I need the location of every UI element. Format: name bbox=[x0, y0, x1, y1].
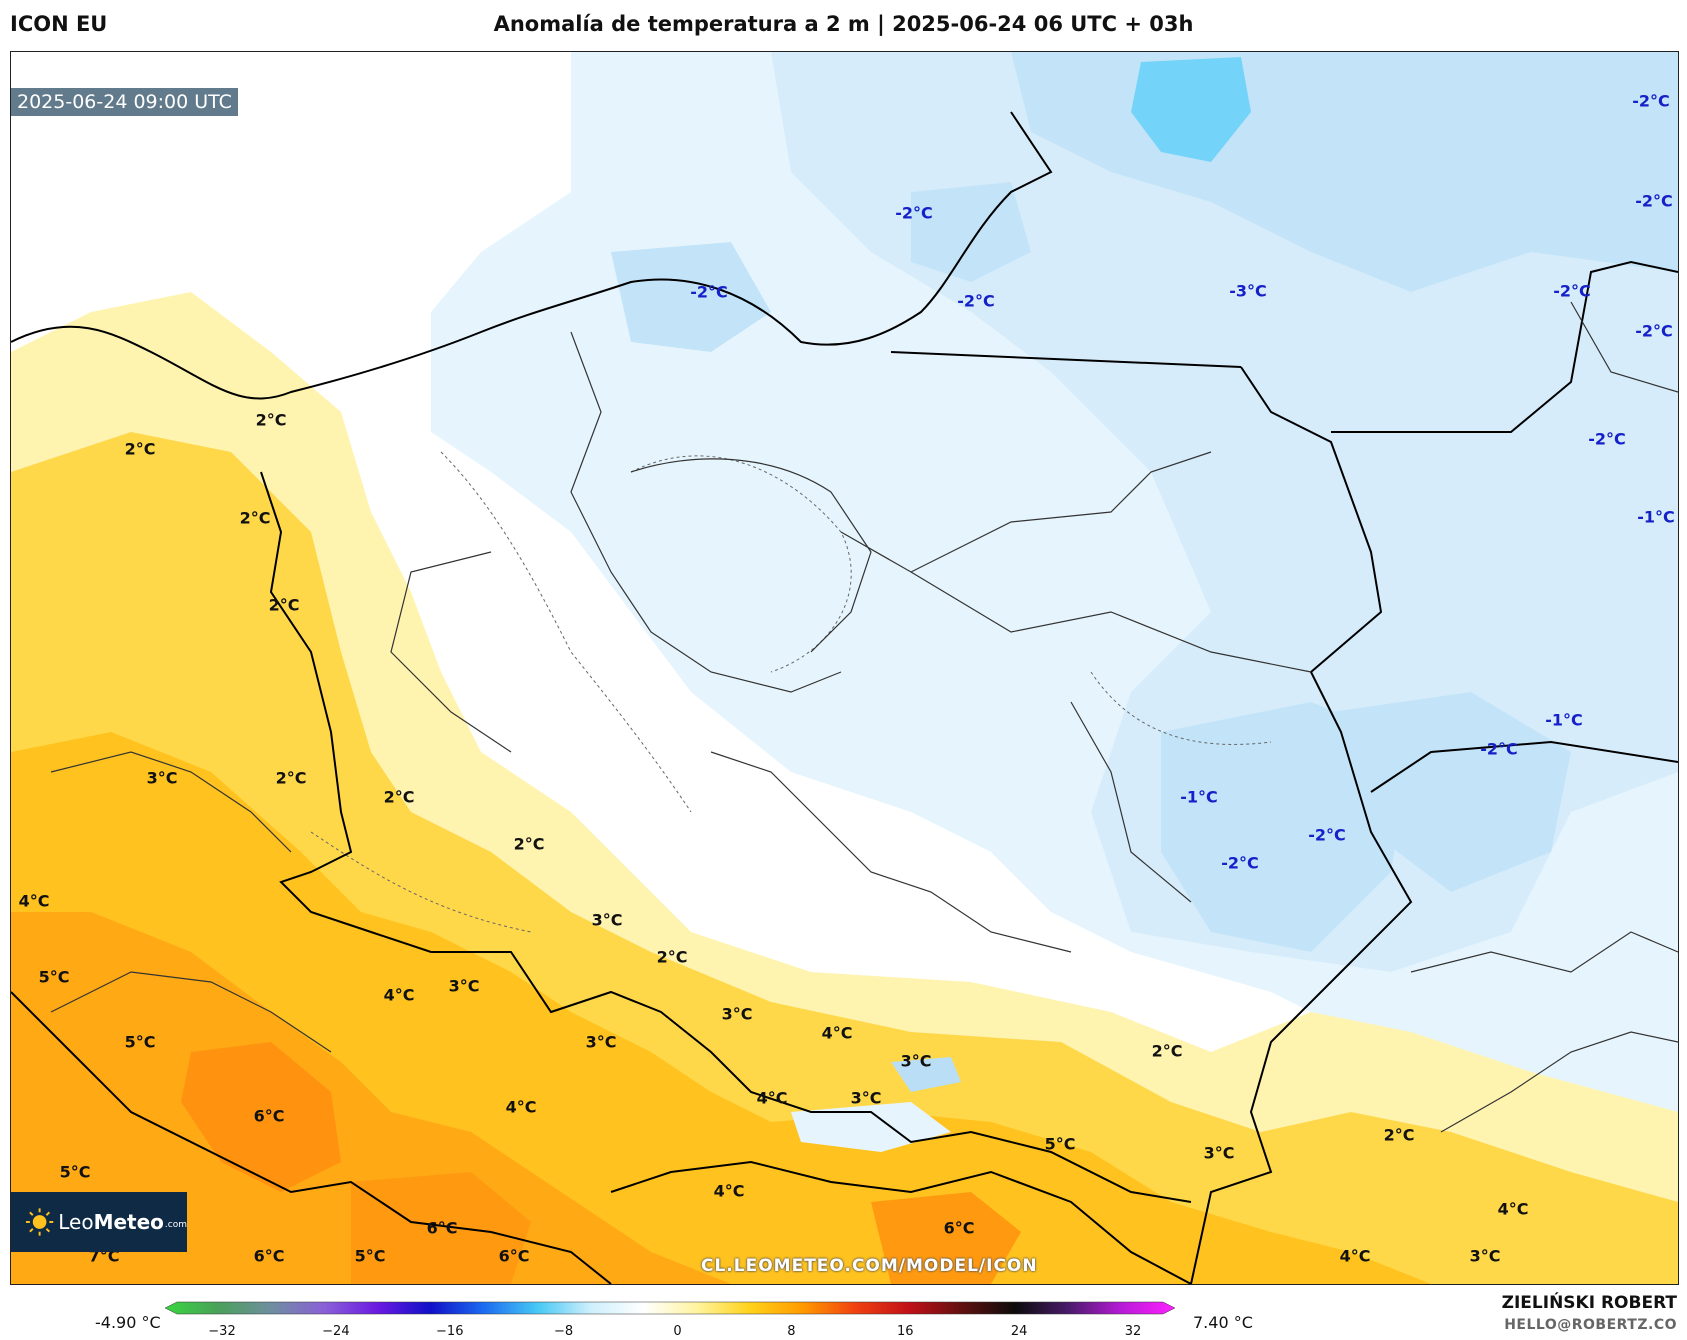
anomaly-label: -2°C bbox=[895, 203, 933, 223]
anomaly-label: 4°C bbox=[713, 1181, 745, 1201]
anomaly-label: 6°C bbox=[498, 1246, 530, 1266]
anomaly-label: 5°C bbox=[1044, 1134, 1076, 1154]
anomaly-label: -2°C bbox=[957, 291, 995, 311]
anomaly-label: 3°C bbox=[448, 976, 480, 996]
anomaly-label: 2°C bbox=[383, 787, 415, 807]
logo-wordmark: LeoMeteo bbox=[58, 1210, 164, 1234]
anomaly-label: 4°C bbox=[821, 1023, 853, 1043]
anomaly-label: -1°C bbox=[1180, 787, 1218, 807]
anomaly-label: 2°C bbox=[656, 947, 688, 967]
anomaly-label: 2°C bbox=[124, 439, 156, 459]
colorbar bbox=[165, 1301, 1175, 1315]
anomaly-label: 5°C bbox=[38, 967, 70, 987]
author-email: HELLO@ROBERTZ.CO bbox=[1504, 1317, 1677, 1333]
colorbar-tick: 32 bbox=[1124, 1324, 1142, 1339]
anomaly-label: 4°C bbox=[1339, 1246, 1371, 1266]
anomaly-label: 3°C bbox=[1203, 1143, 1235, 1163]
anomaly-label: 3°C bbox=[585, 1032, 617, 1052]
anomaly-label: -3°C bbox=[1229, 281, 1267, 301]
colorbar-tick: 16 bbox=[896, 1324, 914, 1339]
author-name: ZIELIŃSKI ROBERT bbox=[1501, 1293, 1677, 1313]
anomaly-label: 4°C bbox=[756, 1088, 788, 1108]
anomaly-label: -2°C bbox=[1632, 91, 1670, 111]
anomaly-label: -1°C bbox=[1545, 710, 1583, 730]
anomaly-label: 4°C bbox=[18, 891, 50, 911]
anomaly-field bbox=[11, 52, 1678, 1284]
source-watermark: CL.LEOMETEO.COM/MODEL/ICON bbox=[701, 1256, 1038, 1276]
logo-domain: .com bbox=[164, 1220, 187, 1230]
anomaly-label: 6°C bbox=[253, 1106, 285, 1126]
colorbar-tick: −24 bbox=[322, 1324, 350, 1339]
anomaly-label: 5°C bbox=[124, 1032, 156, 1052]
anomaly-label: 5°C bbox=[59, 1162, 91, 1182]
anomaly-label: -2°C bbox=[1553, 281, 1591, 301]
anomaly-label: 2°C bbox=[513, 834, 545, 854]
anomaly-label: -2°C bbox=[1635, 321, 1673, 341]
anomaly-label: 5°C bbox=[354, 1246, 386, 1266]
anomaly-label: 3°C bbox=[1469, 1246, 1501, 1266]
colorbar-tick: 24 bbox=[1010, 1324, 1028, 1339]
map-panel: 2025-06-24 09:00 UTC -2°C -2°C -2°C -3°C -2°… bbox=[10, 51, 1679, 1285]
colorbar-tick: 8 bbox=[787, 1324, 796, 1339]
anomaly-label: -2°C bbox=[1308, 825, 1346, 845]
colorbar-tick: −8 bbox=[554, 1324, 574, 1339]
anomaly-label: -2°C bbox=[1588, 429, 1626, 449]
anomaly-label: 3°C bbox=[146, 768, 178, 788]
anomaly-label: 2°C bbox=[275, 768, 307, 788]
anomaly-label: -2°C bbox=[1221, 853, 1259, 873]
anomaly-label: 6°C bbox=[426, 1218, 458, 1238]
sun-icon bbox=[25, 1208, 54, 1236]
anomaly-label: -2°C bbox=[1635, 191, 1673, 211]
anomaly-label: 3°C bbox=[591, 910, 623, 930]
anomaly-label: 2°C bbox=[255, 410, 287, 430]
leometeo-logo: LeoMeteo .com bbox=[11, 1192, 187, 1252]
model-name: ICON EU bbox=[10, 12, 108, 36]
anomaly-label: 2°C bbox=[1151, 1041, 1183, 1061]
anomaly-label: 2°C bbox=[1383, 1125, 1415, 1145]
anomaly-label: 6°C bbox=[253, 1246, 285, 1266]
valid-time-badge: 2025-06-24 09:00 UTC bbox=[11, 88, 238, 116]
anomaly-label: 3°C bbox=[900, 1051, 932, 1071]
anomaly-label: -2°C bbox=[690, 282, 728, 302]
anomaly-label: 2°C bbox=[268, 595, 300, 615]
colorbar-max-label: 7.40 °C bbox=[1193, 1313, 1253, 1332]
anomaly-label: 3°C bbox=[850, 1088, 882, 1108]
colorbar-tick: 0 bbox=[673, 1324, 682, 1339]
anomaly-label: 4°C bbox=[1497, 1199, 1529, 1219]
anomaly-label: 6°C bbox=[943, 1218, 975, 1238]
map-title: Anomalía de temperatura a 2 m | 2025-06-… bbox=[493, 12, 1194, 36]
anomaly-label: -2°C bbox=[1480, 739, 1518, 759]
anomaly-label: 4°C bbox=[383, 985, 415, 1005]
colorbar-tick: −16 bbox=[436, 1324, 464, 1339]
anomaly-label: -1°C bbox=[1637, 507, 1675, 527]
colorbar-tick: −32 bbox=[208, 1324, 236, 1339]
anomaly-label: 3°C bbox=[721, 1004, 753, 1024]
colorbar-min-label: -4.90 °C bbox=[95, 1313, 161, 1332]
anomaly-label: 4°C bbox=[505, 1097, 537, 1117]
anomaly-label: 2°C bbox=[239, 508, 271, 528]
